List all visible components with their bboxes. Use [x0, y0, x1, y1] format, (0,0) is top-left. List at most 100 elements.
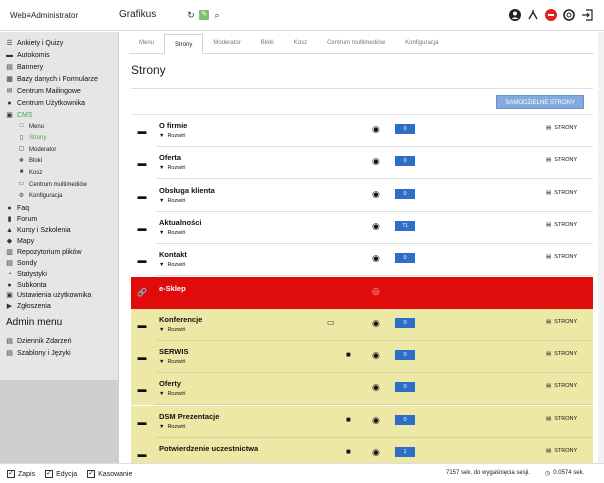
- eye-icon[interactable]: ◉: [372, 317, 380, 328]
- page-name[interactable]: Kontakt: [159, 250, 187, 260]
- strony-link[interactable]: ▤ STRONY: [546, 125, 577, 131]
- sidebar-item-menu[interactable]: □ Menu: [18, 121, 44, 132]
- folder-icon[interactable]: ▬: [137, 319, 147, 330]
- sidebar-item-ustawienia-u-ytkownika[interactable]: ▣ Ustawienia użytkownika: [6, 290, 91, 301]
- eye-icon[interactable]: ◉: [372, 188, 380, 199]
- folder-icon[interactable]: ▬: [137, 384, 147, 395]
- folder-icon[interactable]: ▬: [137, 449, 147, 459]
- table-row[interactable]: 🔗 e-Sklep ◎: [131, 276, 593, 309]
- edit-icon[interactable]: ✎: [199, 10, 209, 20]
- refresh-icon[interactable]: ↻: [187, 10, 195, 20]
- sidebar-item-statystyki[interactable]: ◔ Statystyki: [6, 269, 47, 280]
- lock-icon[interactable]: ■: [346, 414, 351, 424]
- page-name[interactable]: Potwierdzenie uczestnictwa: [159, 444, 259, 453]
- tab-strony[interactable]: Strony: [164, 34, 204, 54]
- table-row[interactable]: ▬ DSM Prezentacje ▼ Rozwiń ■ ◉ 0 ▤ STRONY: [131, 405, 593, 438]
- search-icon[interactable]: ⌕: [214, 10, 220, 20]
- comment-icon[interactable]: ▭: [327, 317, 335, 327]
- sidebar-item-subkonta[interactable]: ● Subkonta: [6, 280, 46, 291]
- folder-icon[interactable]: ▬: [137, 222, 147, 233]
- page-name[interactable]: Oferty: [159, 379, 182, 389]
- sidebar-item-ankiety-i-quizy[interactable]: ☰ Ankiety i Quizy: [6, 38, 63, 49]
- sidebar-item-strony[interactable]: ▯ Strony: [18, 133, 47, 144]
- tab-konfiguracja[interactable]: Konfiguracja: [405, 40, 439, 46]
- help-icon[interactable]: [562, 8, 576, 22]
- expand-toggle[interactable]: ▼ Rozwiń: [159, 424, 186, 430]
- sidebar-item-dziennik-zdarze-[interactable]: ▤ Dziennik Zdarzeń: [6, 336, 71, 347]
- page-name[interactable]: SERWIS: [159, 347, 189, 357]
- tab-kosz[interactable]: Kosz: [293, 40, 308, 46]
- tab-bloki[interactable]: Bloki: [260, 40, 274, 46]
- folder-icon[interactable]: ▬: [137, 255, 147, 266]
- folder-icon[interactable]: ▬: [137, 352, 147, 363]
- user-icon[interactable]: [508, 8, 522, 22]
- sidebar-item-repozytorium-plik-w[interactable]: ▥ Repozytorium plików: [6, 247, 81, 258]
- strony-link[interactable]: ▤ STRONY: [546, 351, 577, 357]
- folder-icon[interactable]: ▬: [137, 126, 147, 136]
- expand-toggle[interactable]: ▼ Rozwiń: [159, 391, 186, 397]
- sidebar-item-mapy[interactable]: ◆ Mapy: [6, 236, 34, 247]
- scrollbar[interactable]: [598, 32, 604, 463]
- eye-slash-icon[interactable]: ◎: [372, 285, 380, 296]
- sidebar-item-zg-oszenia[interactable]: ▶ Zgłoszenia: [6, 301, 51, 312]
- folder-icon[interactable]: ▬: [137, 190, 147, 201]
- sidebar-item-centrum-mailingowe[interactable]: ✉ Centrum Mailingowe: [6, 86, 81, 97]
- folder-icon[interactable]: ▬: [137, 158, 147, 169]
- sidebar-item-kursy-i-szkolenia[interactable]: ▲ Kursy i Szkolenia: [6, 225, 71, 236]
- page-name[interactable]: Obsługa klienta: [159, 185, 215, 195]
- sidebar-item-kosz[interactable]: ■ Kosz: [18, 167, 43, 178]
- zapis-permission[interactable]: ✓ Zapis: [7, 470, 36, 478]
- alert-icon[interactable]: [544, 8, 558, 22]
- eye-icon[interactable]: ◉: [372, 447, 380, 457]
- sidebar-item-bloki[interactable]: ❖ Bloki: [18, 156, 42, 167]
- tab-centrum-multimedi-w[interactable]: Centrum multimediów: [327, 40, 386, 46]
- expand-toggle[interactable]: ▼ Rozwiń: [159, 359, 186, 365]
- eye-icon[interactable]: ◉: [372, 124, 380, 134]
- table-row[interactable]: ▬ Oferta ▼ Rozwiń ◉ 0 ▤ STRONY: [131, 147, 593, 180]
- expand-toggle[interactable]: ▼ Rozwiń: [159, 133, 186, 139]
- sidebar-item-szablony-i-j-zyki[interactable]: ▤ Szablony i Języki: [6, 348, 71, 359]
- expand-toggle[interactable]: ▼ Rozwiń: [159, 198, 186, 204]
- samodzielne-strony-button[interactable]: SAMODZIELNE STRONY: [496, 95, 584, 109]
- lock-icon[interactable]: ■: [346, 447, 351, 456]
- table-row[interactable]: ▬ SERWIS ▼ Rozwiń ■ ◉ 0 ▤ STRONY: [131, 341, 593, 374]
- logout-icon[interactable]: [580, 8, 594, 22]
- eye-icon[interactable]: ◉: [372, 350, 380, 361]
- expand-toggle[interactable]: ▼ Rozwiń: [159, 327, 186, 333]
- page-name[interactable]: O firmie: [159, 121, 188, 130]
- sidebar-item-sondy[interactable]: ▤ Sondy: [6, 258, 37, 269]
- tab-moderator[interactable]: Moderator: [213, 40, 241, 46]
- table-row[interactable]: ▬ Kontakt ▼ Rozwiń ◉ 0 ▤ STRONY: [131, 244, 593, 277]
- sidebar-item-centrum-multimedi-w[interactable]: ▭ Centrum multimediów: [18, 179, 87, 190]
- lock-icon[interactable]: ■: [346, 350, 351, 360]
- sidebar-item-autokomis[interactable]: ▬ Autokomis: [6, 50, 50, 61]
- strony-link[interactable]: ▤ STRONY: [546, 157, 577, 163]
- expand-toggle[interactable]: ▼ Rozwiń: [159, 262, 186, 268]
- sidebar-item-bazy-danych-i-formularze[interactable]: ▦ Bazy danych i Formularze: [6, 74, 98, 85]
- strony-link[interactable]: ▤ STRONY: [546, 222, 577, 228]
- edycja-permission[interactable]: ✓ Edycja: [45, 470, 78, 478]
- expand-toggle[interactable]: ▼ Rozwiń: [159, 230, 186, 236]
- page-name[interactable]: e-Sklep: [159, 283, 186, 293]
- page-name[interactable]: DSM Prezentacje: [159, 411, 220, 421]
- table-row[interactable]: ▬ O firmie ▼ Rozwiń ◉ 0 ▤ STRONY: [131, 115, 593, 147]
- strony-link[interactable]: ▤ STRONY: [546, 319, 577, 325]
- page-name[interactable]: Aktualności: [159, 217, 202, 227]
- table-row[interactable]: ▬ Aktualności ▼ Rozwiń ◉ 71 ▤ STRONY: [131, 212, 593, 244]
- table-row[interactable]: ▬ Obsługa klienta ▼ Rozwiń ◉ 0 ▤ STRONY: [131, 180, 593, 212]
- link-icon[interactable]: 🔗: [137, 287, 147, 297]
- sidebar-item-moderator[interactable]: ▢ Moderator: [18, 144, 57, 155]
- sidebar-item-bannery[interactable]: ▤ Bannery: [6, 62, 43, 73]
- strony-link[interactable]: ▤ STRONY: [546, 383, 577, 389]
- sidebar-item-centrum-u-ytkownika[interactable]: ● Centrum Użytkownika: [6, 98, 85, 109]
- table-row[interactable]: ▬ Oferty ▼ Rozwiń ◉ 0 ▤ STRONY: [131, 373, 593, 406]
- eye-icon[interactable]: ◉: [372, 382, 380, 393]
- strony-link[interactable]: ▤ STRONY: [546, 448, 577, 454]
- folder-icon[interactable]: ▬: [137, 416, 147, 427]
- sidebar-item-konfiguracja[interactable]: ⚙ Konfiguracja: [18, 191, 63, 202]
- strony-link[interactable]: ▤ STRONY: [546, 416, 577, 422]
- eye-icon[interactable]: ◉: [372, 156, 380, 167]
- kasowanie-permission[interactable]: ✓ Kasowanie: [87, 470, 133, 478]
- table-row[interactable]: ▬ Konferencje ▼ Rozwiń ▭ ◉ 0 ▤ STRONY: [131, 308, 593, 341]
- expand-toggle[interactable]: ▼ Rozwiń: [159, 165, 186, 171]
